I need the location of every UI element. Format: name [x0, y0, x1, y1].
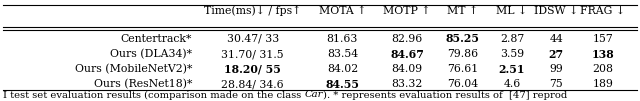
Text: 157: 157	[593, 34, 613, 44]
Text: Ours (ResNet18)*: Ours (ResNet18)*	[93, 79, 192, 89]
Text: ML ↓: ML ↓	[497, 6, 527, 16]
Text: Ours (DLA34)*: Ours (DLA34)*	[110, 49, 192, 59]
Text: 83.54: 83.54	[327, 49, 358, 59]
Text: MOTA ↑: MOTA ↑	[319, 6, 366, 16]
Text: 83.32: 83.32	[391, 79, 423, 89]
Text: 84.55: 84.55	[325, 79, 360, 90]
Text: I test set evaluation results (comparison made on the class: I test set evaluation results (compariso…	[3, 90, 305, 99]
Text: Car: Car	[305, 90, 323, 99]
Text: 28.84/ 34.6: 28.84/ 34.6	[221, 79, 284, 89]
Text: 44: 44	[549, 34, 563, 44]
Text: 208: 208	[593, 64, 613, 74]
Text: 18.20/ 55: 18.20/ 55	[225, 64, 281, 75]
Text: 76.04: 76.04	[447, 79, 478, 89]
Text: 75: 75	[549, 79, 563, 89]
Text: 76.61: 76.61	[447, 64, 478, 74]
Text: FRAG ↓: FRAG ↓	[580, 6, 625, 16]
Text: 84.02: 84.02	[327, 64, 358, 74]
Text: 31.70/ 31.5: 31.70/ 31.5	[221, 49, 284, 59]
Text: 30.47/ 33: 30.47/ 33	[227, 34, 279, 44]
Text: 3.59: 3.59	[500, 49, 524, 59]
Text: 138: 138	[591, 49, 614, 59]
Text: 81.63: 81.63	[326, 34, 358, 44]
Text: 85.25: 85.25	[445, 33, 480, 44]
Text: 2.51: 2.51	[499, 64, 525, 75]
Text: 189: 189	[593, 79, 613, 89]
Text: 99: 99	[549, 64, 563, 74]
Text: 79.86: 79.86	[447, 49, 478, 59]
Text: 84.67: 84.67	[390, 49, 424, 59]
Text: ). * represents evaluation results of  [47] reprod: ). * represents evaluation results of [4…	[323, 90, 567, 99]
Text: IDSW ↓: IDSW ↓	[534, 6, 579, 16]
Text: 27: 27	[548, 49, 564, 59]
Text: Time(ms)↓ / fps↑: Time(ms)↓ / fps↑	[204, 6, 301, 16]
Text: 4.6: 4.6	[504, 79, 520, 89]
Text: Ours (MobileNetV2)*: Ours (MobileNetV2)*	[75, 64, 192, 74]
Text: Centertrack*: Centertrack*	[120, 34, 192, 44]
Text: MOTP ↑: MOTP ↑	[383, 6, 431, 16]
Text: 84.09: 84.09	[392, 64, 422, 74]
Text: 82.96: 82.96	[392, 34, 422, 44]
Text: MT ↑: MT ↑	[447, 6, 478, 16]
Text: 2.87: 2.87	[500, 34, 524, 44]
